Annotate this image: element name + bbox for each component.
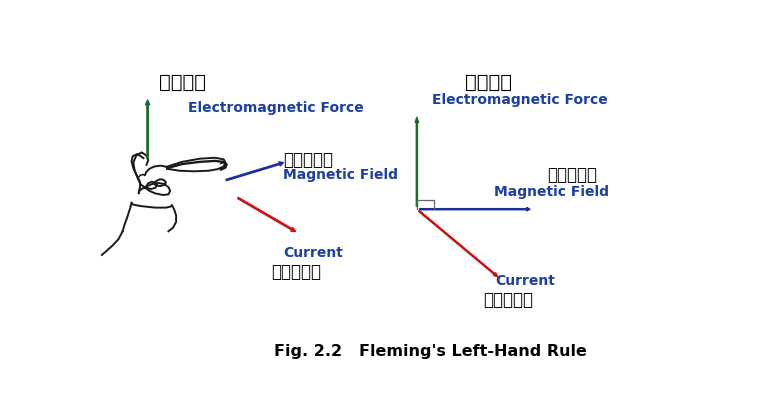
Text: 力的方向: 力的方向 (465, 73, 512, 92)
Text: 电流的方向: 电流的方向 (272, 262, 321, 280)
Text: Fig. 2.2   Fleming's Left-Hand Rule: Fig. 2.2 Fleming's Left-Hand Rule (275, 343, 587, 358)
Text: Current: Current (283, 245, 343, 259)
Text: 磁场的方向: 磁场的方向 (548, 166, 597, 184)
Text: Current: Current (495, 274, 555, 288)
Text: 力的方向: 力的方向 (159, 73, 206, 92)
Text: Electromagnetic Force: Electromagnetic Force (432, 92, 607, 106)
Text: Magnetic Field: Magnetic Field (283, 168, 398, 182)
Text: Magnetic Field: Magnetic Field (494, 184, 609, 198)
Text: 磁场的方向: 磁场的方向 (283, 151, 333, 168)
Text: 电流的方向: 电流的方向 (483, 290, 533, 308)
Text: Electromagnetic Force: Electromagnetic Force (188, 100, 364, 115)
